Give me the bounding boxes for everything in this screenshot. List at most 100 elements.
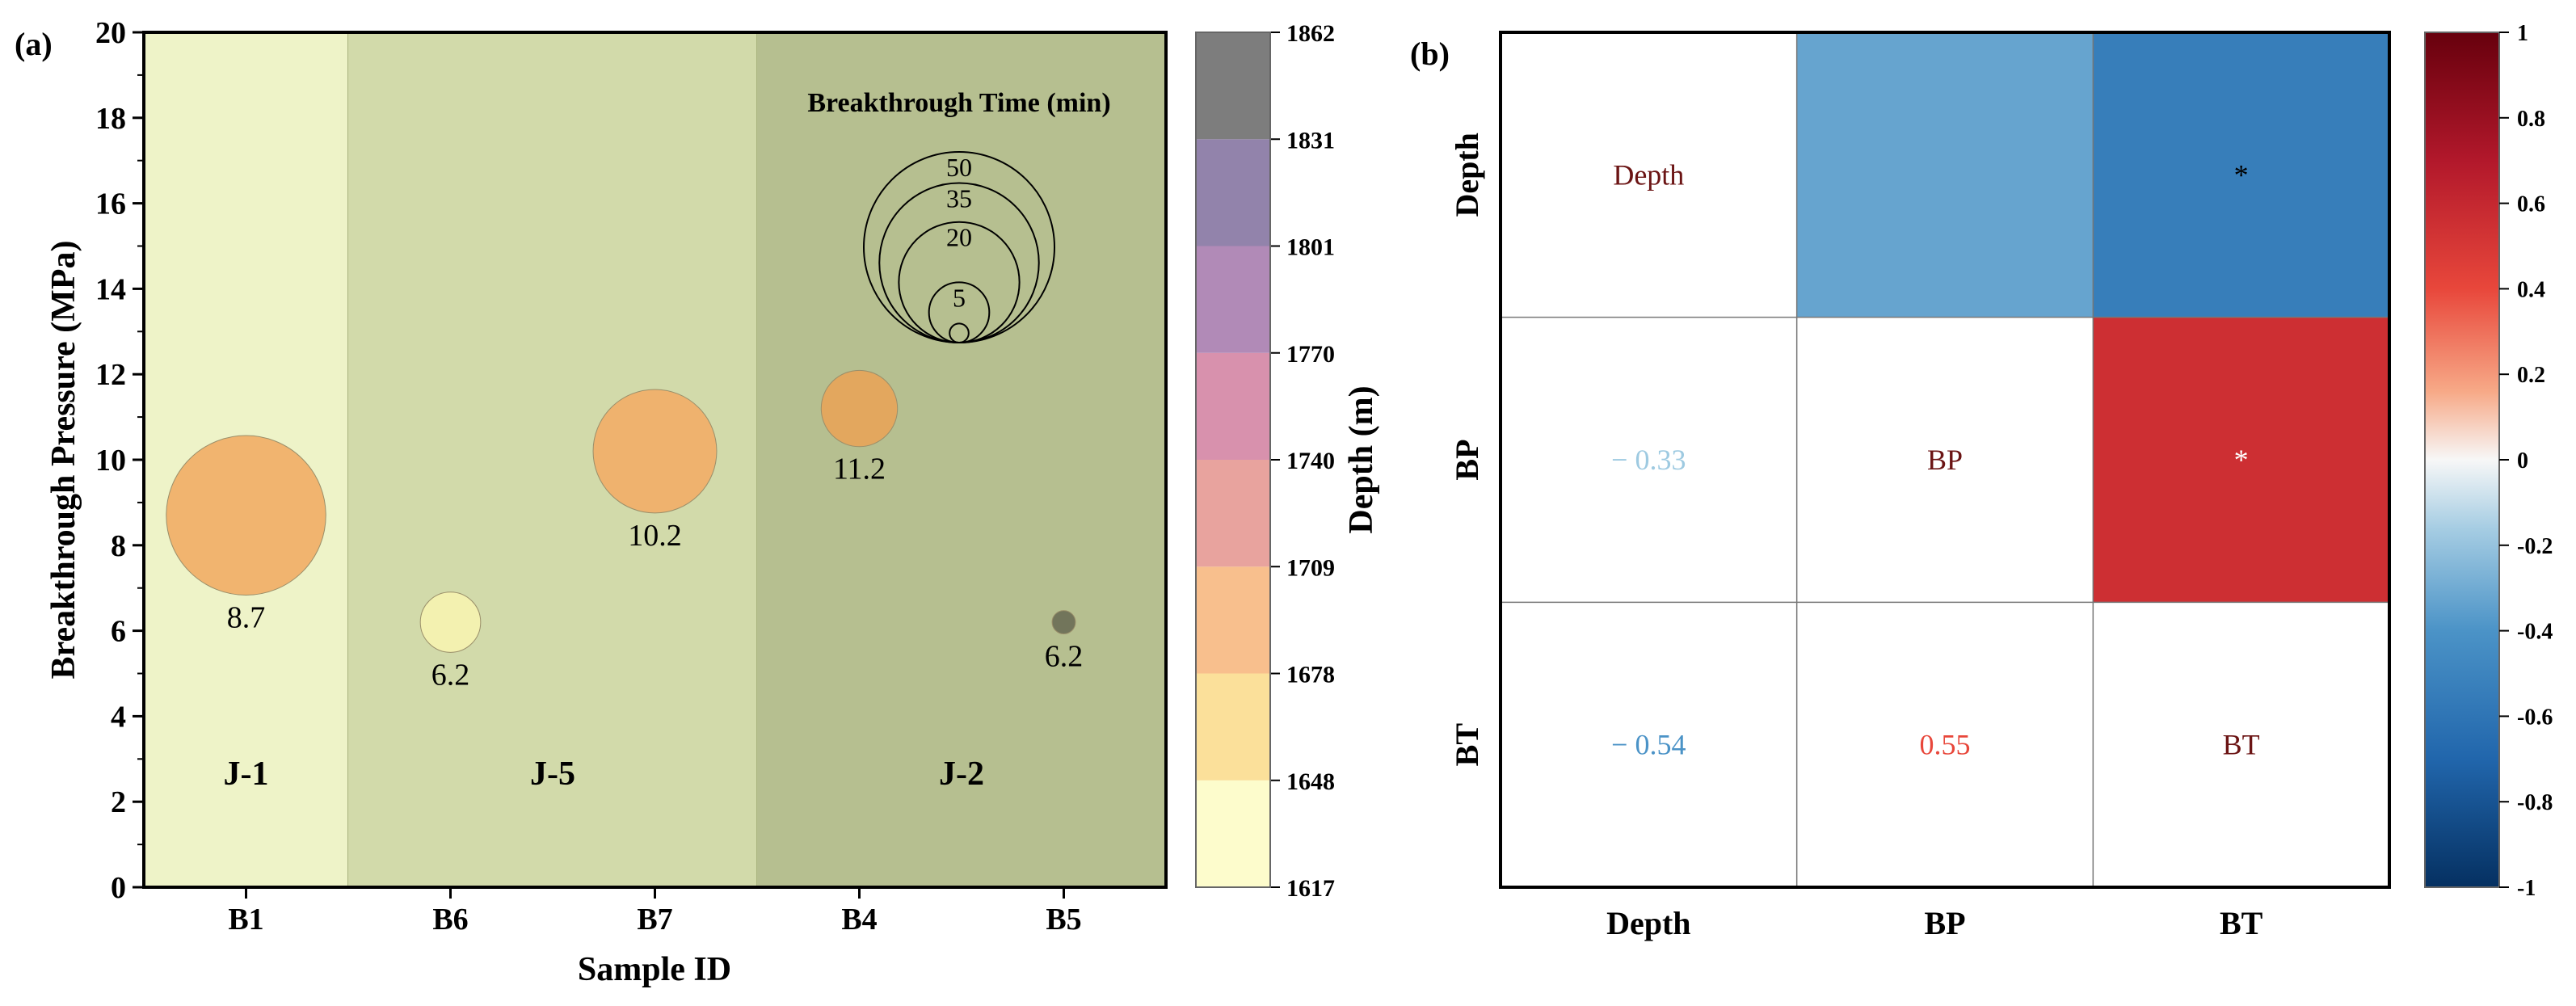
bubble-B7 xyxy=(592,389,718,514)
correlation-colorbar xyxy=(2424,32,2500,888)
corr-colorbar-tick-label: 0.8 xyxy=(2517,107,2545,132)
a-x-axis-title: Sample ID xyxy=(578,951,731,988)
correlation-colorbar-ticks: 1 0.8 0.6 0.4 0.2 0 -0.2 -0.4 -0.6 -0.8 -1 xyxy=(2499,21,2553,901)
a-x-tick-label-B4: B4 xyxy=(841,903,877,937)
correlation-gridlines xyxy=(1501,32,2389,887)
corr-cell-lower xyxy=(1501,602,1797,887)
well-bands: J-1 J-5 J-2 xyxy=(144,32,1167,887)
a-y-tick-label: 0 xyxy=(111,871,126,905)
depth-colorbar-frame xyxy=(1195,32,1271,888)
corr-y-label-BP: BP xyxy=(1449,439,1485,480)
corr-value-label: − 0.33 xyxy=(1611,444,1686,476)
a-x-tick-label-B5: B5 xyxy=(1046,903,1081,937)
depth-colorbar-tick-label: 1617 xyxy=(1286,875,1335,902)
correlation-axis-labels: Depth Depth BP BP BT BT xyxy=(1449,133,2263,941)
size-legend-value: 35 xyxy=(946,184,972,213)
bubble-B6 xyxy=(419,591,482,653)
corr-cell-lower xyxy=(1501,317,1797,603)
corr-diagonal-label: BP xyxy=(1927,444,1963,476)
corr-colorbar-tick-label: 0 xyxy=(2517,448,2528,474)
corr-y-label-BT: BT xyxy=(1449,723,1485,767)
a-x-tick-label-B7: B7 xyxy=(637,903,672,937)
size-legend-title: Breakthrough Time (min) xyxy=(807,88,1110,118)
a-y-tick-label: 14 xyxy=(95,272,126,306)
corr-colorbar-tick-label: -1 xyxy=(2517,876,2536,901)
corr-colorbar-tick-label: -0.4 xyxy=(2517,620,2553,645)
a-y-tick-label: 4 xyxy=(111,700,126,734)
a-y-tick-label: 18 xyxy=(95,102,126,136)
a-plot-frame xyxy=(142,31,1168,889)
corr-colorbar-tick-label: -0.2 xyxy=(2517,534,2553,559)
depth-colorbar-segment xyxy=(1196,246,1270,353)
depth-colorbar-segment xyxy=(1196,352,1270,460)
a-y-tick-label: 12 xyxy=(95,358,126,392)
size-legend-value: 5 xyxy=(953,283,966,312)
a-y-ticks: 0 2 4 6 8 10 12 14 16 18 20 xyxy=(95,16,144,905)
bubble-label-B1: 8.7 xyxy=(227,600,266,634)
size-legend-value: 20 xyxy=(946,223,972,252)
bubble-label-B5: 6.2 xyxy=(1045,639,1084,673)
size-legend-value: 50 xyxy=(946,153,972,182)
corr-x-label-BP: BP xyxy=(1924,905,1965,941)
bubble-B1 xyxy=(166,435,326,596)
corr-colorbar-tick-label: 0.6 xyxy=(2517,192,2545,217)
corr-cell-lower xyxy=(1796,602,2094,887)
corr-y-label-Depth: Depth xyxy=(1449,133,1485,217)
depth-colorbar-tick-label: 1831 xyxy=(1286,127,1335,154)
a-x-ticks: B1 B6 B7 B4 B5 xyxy=(228,887,1082,937)
a-y-tick-label: 16 xyxy=(95,187,126,221)
depth-colorbar-segment xyxy=(1196,780,1270,887)
corr-cell-BP-BT xyxy=(2093,317,2389,603)
size-legend-circle xyxy=(949,322,970,344)
corr-cell-diagonal xyxy=(2093,602,2389,887)
depth-colorbar-tick-label: 1709 xyxy=(1286,554,1335,581)
panel-b-label: (b) xyxy=(1410,36,1450,72)
bubble-label-B4: 11.2 xyxy=(833,452,886,486)
corr-diagonal-label: BT xyxy=(2223,729,2260,761)
depth-colorbar: 1617 1648 1678 1709 1740 1770 1801 1831 1862 xyxy=(1196,20,1335,902)
corr-significance-marker: * xyxy=(2234,444,2249,476)
depth-colorbar-tick-label: 1770 xyxy=(1286,341,1335,368)
corr-x-label-BT: BT xyxy=(2220,905,2263,941)
a-y-axis-title: Breakthrough Pressure (MPa) xyxy=(45,241,82,680)
corr-colorbar-tick-label: -0.6 xyxy=(2517,705,2553,730)
depth-colorbar-segment xyxy=(1196,139,1270,246)
bubble-label-B7: 10.2 xyxy=(628,519,682,553)
depth-colorbar-label: Depth (m) xyxy=(1343,385,1380,533)
depth-colorbar-tick-label: 1740 xyxy=(1286,448,1335,474)
depth-colorbar-tick-label: 1648 xyxy=(1286,768,1335,795)
depth-colorbar-tick-label: 1862 xyxy=(1286,20,1335,47)
corr-cell-Depth-BP xyxy=(1796,32,2094,318)
bubble-B5 xyxy=(1051,610,1076,634)
well-band-J-2 xyxy=(757,32,1166,887)
corr-cell-diagonal xyxy=(1501,32,1797,318)
corr-colorbar-tick-label: 0.4 xyxy=(2517,277,2545,302)
a-y-tick-label: 6 xyxy=(111,615,126,649)
a-y-tick-label: 8 xyxy=(111,529,126,563)
well-label-J-5: J-5 xyxy=(530,756,575,793)
corr-colorbar-tick-label: -0.8 xyxy=(2517,790,2553,815)
depth-colorbar-segment xyxy=(1196,673,1270,781)
panel-a-label: (a) xyxy=(15,26,53,62)
a-y-tick-label: 10 xyxy=(95,444,126,478)
depth-colorbar-segment xyxy=(1196,32,1270,140)
bubbles: 8.7 6.2 10.2 11.2 6.2 xyxy=(166,369,1084,692)
corr-colorbar-tick-label: 0.2 xyxy=(2517,363,2545,388)
correlation-cells: Depth * − 0.33 BP * − 0.54 0.55 BT xyxy=(1501,32,2389,887)
a-x-tick-label-B1: B1 xyxy=(228,903,263,937)
a-x-tick-label-B6: B6 xyxy=(432,903,468,937)
corr-diagonal-label: Depth xyxy=(1613,158,1684,191)
corr-cell-diagonal xyxy=(1796,317,2094,603)
a-y-tick-label: 20 xyxy=(95,16,126,50)
bubble-B4 xyxy=(820,369,899,448)
bubble-label-B6: 6.2 xyxy=(431,658,470,692)
corr-value-label: 0.55 xyxy=(1920,729,1971,761)
a-y-tick-label: 2 xyxy=(111,785,126,819)
corr-cell-Depth-BT xyxy=(2093,32,2389,318)
depth-colorbar-tick-label: 1678 xyxy=(1286,662,1335,688)
corr-colorbar-tick-label: 1 xyxy=(2517,21,2528,46)
corr-significance-marker: * xyxy=(2234,158,2249,191)
depth-colorbar-segment xyxy=(1196,460,1270,567)
